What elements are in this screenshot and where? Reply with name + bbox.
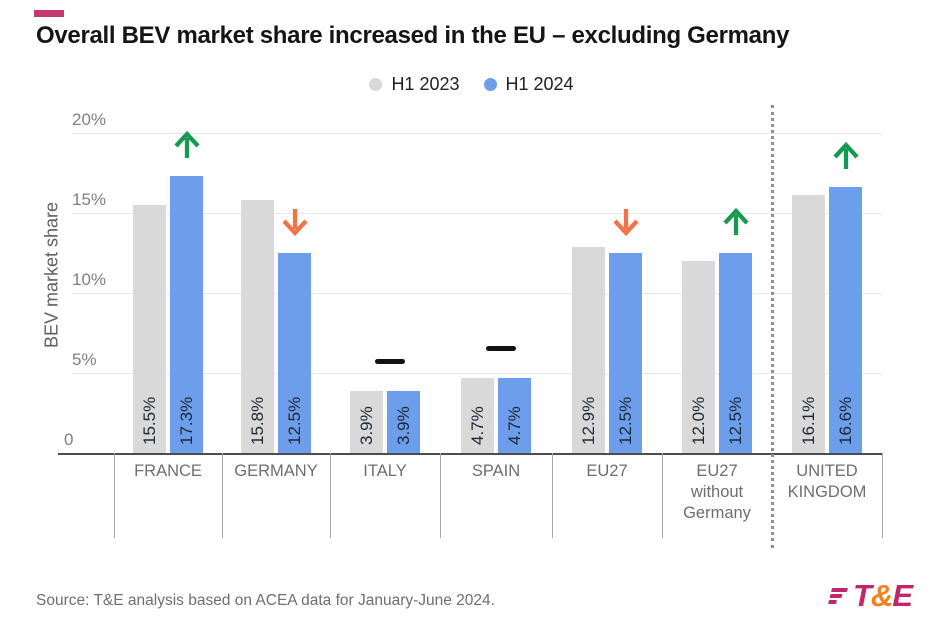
x-axis-category-label: EU27 without Germany xyxy=(683,462,751,522)
bar-h1-2024 xyxy=(278,253,311,453)
category-separator xyxy=(330,453,331,538)
bar-value-label: 4.7% xyxy=(467,406,487,445)
bar-h1-2023 xyxy=(572,246,605,453)
logo-dash-bottom xyxy=(827,599,837,604)
chart-title: Overall BEV market share increased in th… xyxy=(36,22,790,49)
legend-label: H1 2023 xyxy=(391,74,460,94)
y-axis-tick-label: 5% xyxy=(72,350,97,369)
category-separator xyxy=(222,453,223,538)
bar-value-label: 16.6% xyxy=(835,396,855,445)
no-change-dash-icon xyxy=(486,345,516,351)
bar-h1-2024 xyxy=(609,253,642,453)
tne-logo: T&E xyxy=(827,578,913,613)
plot-area: 20% 15% 10% 5% 0 15.5% 17.3% FRANCE 15.8% 12.5% GE… xyxy=(58,105,883,548)
bar-h1-2023 xyxy=(682,261,715,453)
y-axis-tick-label: 15% xyxy=(72,190,107,209)
bar-h1-2024 xyxy=(170,176,203,453)
bar-h1-2024 xyxy=(498,377,531,453)
tne-logo-dashes-icon xyxy=(827,587,848,605)
logo-letter-e: E xyxy=(892,578,913,613)
y-axis-tick-label: 10% xyxy=(72,270,107,289)
bar-value-label: 12.5% xyxy=(615,396,635,445)
gridline xyxy=(72,373,882,374)
legend-label: H1 2024 xyxy=(505,74,574,94)
legend-dot-icon xyxy=(483,78,497,91)
bar-value-label: 12.5% xyxy=(725,396,745,445)
bar-value-label: 12.0% xyxy=(688,396,708,445)
increase-arrow-icon xyxy=(172,130,202,160)
category-separator xyxy=(662,453,663,538)
decrease-arrow-icon xyxy=(280,207,310,237)
x-axis-category-label: ITALY xyxy=(363,462,407,480)
bar-value-label: 15.8% xyxy=(247,396,267,445)
x-axis-category-label: SPAIN xyxy=(471,462,521,480)
bar-value-label: 16.1% xyxy=(798,396,818,445)
logo-dash-middle xyxy=(829,593,843,598)
x-axis-category-label: GERMANY xyxy=(234,462,318,480)
legend-dot-icon xyxy=(369,78,383,91)
bar-value-label: 3.9% xyxy=(356,406,376,445)
legend-item-h1-2023: H1 2023 xyxy=(369,74,460,95)
x-axis-category-label: UNITED KINGDOM xyxy=(787,462,867,501)
x-axis-category-label: EU27 xyxy=(586,462,628,480)
bar-h1-2023 xyxy=(241,200,274,453)
bar-h1-2023 xyxy=(350,390,383,453)
tne-logo-text: T&E xyxy=(852,578,913,613)
logo-dash-top xyxy=(830,587,848,592)
bar-value-label: 4.7% xyxy=(504,406,524,445)
category-separator xyxy=(440,453,441,538)
bar-value-label: 3.9% xyxy=(393,406,413,445)
bar-value-label: 12.9% xyxy=(578,396,598,445)
bar-h1-2023 xyxy=(461,377,494,453)
title-accent-dash xyxy=(34,10,64,17)
bar-h1-2024 xyxy=(719,253,752,453)
bar-h1-2024 xyxy=(829,187,862,453)
no-change-dash-icon xyxy=(375,358,405,364)
bar-h1-2024 xyxy=(387,390,420,453)
y-axis-tick-label: 20% xyxy=(72,110,107,129)
uk-divider-dotted-line xyxy=(771,105,774,548)
increase-arrow-icon xyxy=(721,207,751,237)
gridline xyxy=(72,133,882,134)
gridline xyxy=(72,213,882,214)
legend-item-h1-2024: H1 2024 xyxy=(483,74,574,95)
bar-h1-2023 xyxy=(133,205,166,453)
category-separator xyxy=(882,453,883,538)
category-separator xyxy=(552,453,553,538)
bar-h1-2023 xyxy=(792,195,825,453)
x-axis-category-label: FRANCE xyxy=(134,462,202,480)
gridline xyxy=(72,293,882,294)
bar-value-label: 12.5% xyxy=(284,396,304,445)
category-separator xyxy=(114,453,115,538)
chart-legend: H1 2023 H1 2024 xyxy=(0,74,943,95)
source-note: Source: T&E analysis based on ACEA data … xyxy=(36,592,495,609)
y-axis-tick-label: 0 xyxy=(64,430,74,449)
decrease-arrow-icon xyxy=(611,207,641,237)
bar-value-label: 17.3% xyxy=(176,396,196,445)
increase-arrow-icon xyxy=(831,141,861,171)
x-axis-line xyxy=(58,453,882,455)
logo-letter-t: T xyxy=(852,578,872,613)
logo-ampersand: & xyxy=(870,578,893,613)
bar-value-label: 15.5% xyxy=(139,396,159,445)
